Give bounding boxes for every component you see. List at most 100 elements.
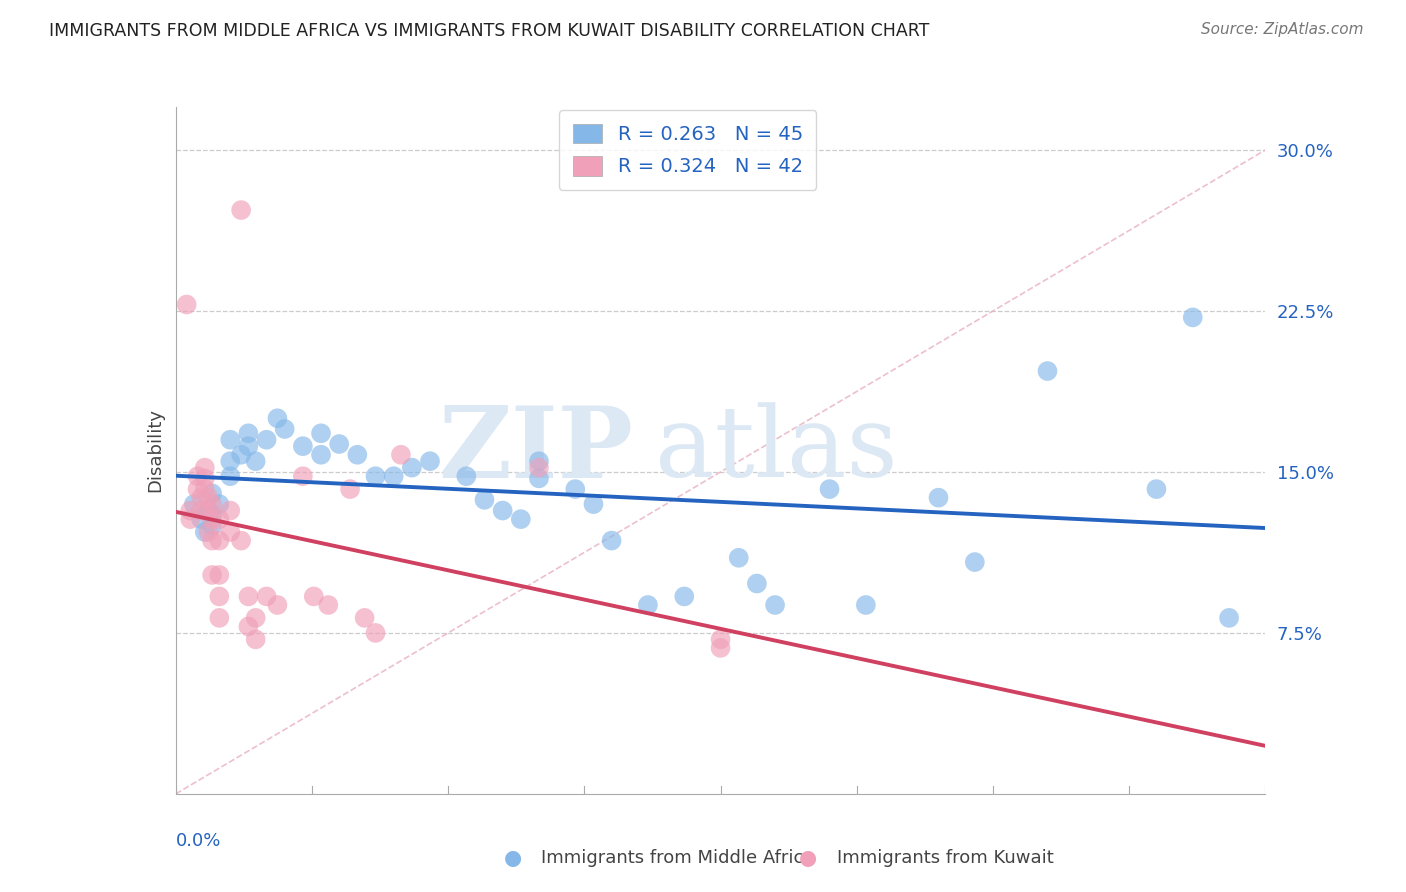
Text: ●: ●	[800, 848, 817, 868]
Point	[309, 426, 332, 441]
Point	[190, 491, 212, 505]
Point	[208, 533, 231, 548]
Point	[710, 640, 733, 655]
Point	[364, 469, 387, 483]
Point	[186, 482, 209, 496]
Point	[201, 533, 224, 548]
Point	[201, 486, 224, 500]
Point	[201, 508, 224, 522]
Point	[364, 626, 387, 640]
Point	[194, 460, 217, 475]
Point	[201, 518, 224, 533]
Point	[201, 512, 224, 526]
Point	[419, 454, 441, 468]
Point	[208, 512, 231, 526]
Point	[190, 503, 212, 517]
Point	[201, 497, 224, 511]
Point	[219, 503, 242, 517]
Point	[710, 632, 733, 647]
Text: 0.0%: 0.0%	[176, 831, 221, 850]
Point	[382, 469, 405, 483]
Point	[727, 550, 749, 565]
Point	[1181, 310, 1204, 325]
Point	[190, 512, 212, 526]
Point	[527, 454, 550, 468]
Point	[194, 471, 217, 485]
Point	[673, 590, 696, 604]
Point	[256, 433, 278, 447]
Text: ZIP: ZIP	[439, 402, 633, 499]
Point	[302, 590, 325, 604]
Point	[318, 598, 340, 612]
Point	[197, 491, 219, 505]
Point	[266, 411, 288, 425]
Point	[238, 426, 260, 441]
Point	[186, 469, 209, 483]
Point	[401, 460, 423, 475]
Point	[197, 503, 219, 517]
Point	[291, 469, 314, 483]
Point	[266, 598, 288, 612]
Point	[197, 524, 219, 539]
Point	[197, 503, 219, 517]
Point	[474, 492, 496, 507]
Point	[818, 482, 841, 496]
Point	[274, 422, 297, 436]
Point	[179, 503, 201, 517]
Point	[208, 497, 231, 511]
Point	[208, 590, 231, 604]
Point	[183, 497, 205, 511]
Point	[456, 469, 478, 483]
Point	[1218, 611, 1240, 625]
Point	[582, 497, 605, 511]
Point	[339, 482, 361, 496]
Text: Immigrants from Kuwait: Immigrants from Kuwait	[837, 849, 1053, 867]
Point	[245, 632, 267, 647]
Point	[855, 598, 877, 612]
Point	[179, 512, 201, 526]
Point	[509, 512, 531, 526]
Point	[1036, 364, 1059, 378]
Point	[928, 491, 950, 505]
Point	[353, 611, 375, 625]
Point	[245, 454, 267, 468]
Point	[527, 460, 550, 475]
Text: atlas: atlas	[655, 402, 898, 499]
Text: Immigrants from Middle Africa: Immigrants from Middle Africa	[541, 849, 815, 867]
Point	[238, 619, 260, 633]
Point	[1146, 482, 1168, 496]
Point	[564, 482, 586, 496]
Point	[763, 598, 786, 612]
Point	[238, 590, 260, 604]
Point	[256, 590, 278, 604]
Point	[219, 454, 242, 468]
Point	[231, 533, 253, 548]
Point	[176, 297, 198, 311]
Point	[219, 524, 242, 539]
Point	[600, 533, 623, 548]
Point	[208, 568, 231, 582]
Point	[231, 448, 253, 462]
Point	[231, 202, 253, 217]
Point	[245, 611, 267, 625]
Point	[238, 439, 260, 453]
Point	[637, 598, 659, 612]
Point	[328, 437, 350, 451]
Point	[291, 439, 314, 453]
Point	[194, 524, 217, 539]
Point	[219, 433, 242, 447]
Text: IMMIGRANTS FROM MIDDLE AFRICA VS IMMIGRANTS FROM KUWAIT DISABILITY CORRELATION C: IMMIGRANTS FROM MIDDLE AFRICA VS IMMIGRA…	[49, 22, 929, 40]
Y-axis label: Disability: Disability	[146, 409, 165, 492]
Point	[963, 555, 986, 569]
Point	[309, 448, 332, 462]
Text: Source: ZipAtlas.com: Source: ZipAtlas.com	[1201, 22, 1364, 37]
Point	[219, 469, 242, 483]
Point	[346, 448, 368, 462]
Legend: R = 0.263   N = 45, R = 0.324   N = 42: R = 0.263 N = 45, R = 0.324 N = 42	[560, 110, 817, 190]
Point	[194, 482, 217, 496]
Text: ●: ●	[505, 848, 522, 868]
Point	[208, 611, 231, 625]
Point	[745, 576, 768, 591]
Point	[527, 471, 550, 485]
Point	[492, 503, 515, 517]
